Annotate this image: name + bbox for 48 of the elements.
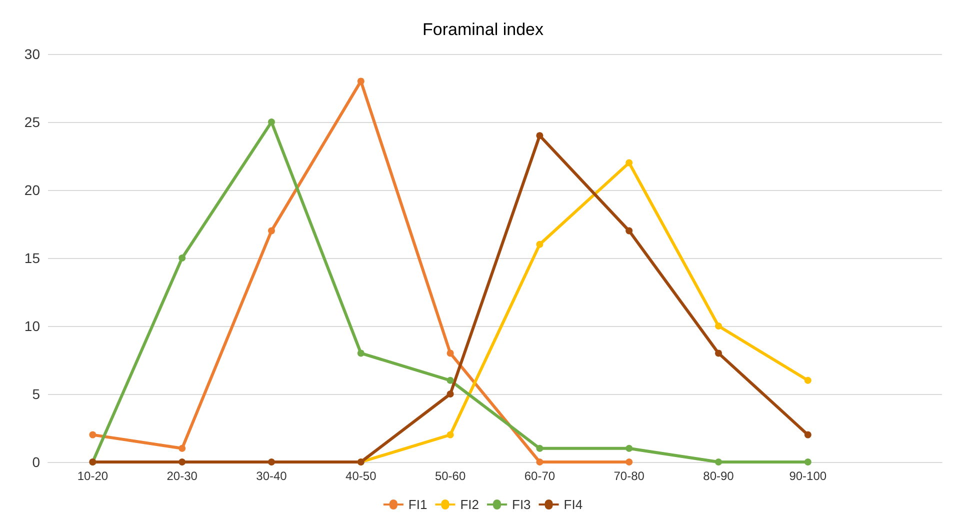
point [178,444,186,452]
point [626,458,633,466]
point [446,376,454,384]
point [268,458,275,466]
legend-label: FI4 [564,497,583,512]
point [536,458,544,466]
y-tick-label: 25 [24,114,40,130]
point [715,350,722,357]
point [536,132,544,140]
chart-title: Foraminal index [422,20,544,39]
point [178,458,186,466]
point [446,390,454,398]
point [178,254,186,262]
point [804,376,812,384]
legend-label: FI1 [408,497,428,512]
y-tick-label: 10 [24,318,40,334]
y-tick-label: 5 [32,386,40,402]
point [446,431,454,438]
point [804,458,812,466]
x-tick-label: 40-50 [346,469,377,483]
y-tick-label: 15 [24,250,40,266]
point [268,118,275,126]
point [626,159,633,166]
x-tick-label: 70-80 [614,469,645,483]
point [626,444,633,452]
x-tick-label: 10-20 [77,469,108,483]
point [715,458,722,466]
y-tick-label: 20 [24,182,40,198]
point [536,240,544,248]
y-tick-label: 0 [32,454,40,470]
x-tick-label: 20-30 [166,469,198,483]
x-tick-label: 60-70 [524,469,556,483]
point [804,431,812,438]
legend-label: FI3 [512,497,531,512]
legend-label: FI2 [460,497,480,512]
x-tick-label: 30-40 [256,469,288,483]
point [357,350,364,357]
point [89,431,96,438]
x-tick-label: 90-100 [789,469,827,483]
point [446,350,454,357]
point [268,227,275,234]
y-tick-label: 30 [24,46,40,62]
point [626,227,633,234]
point [715,322,722,330]
x-tick-label: 80-90 [703,469,734,483]
point [357,78,364,85]
x-tick-label: 50-60 [434,469,466,483]
point [536,444,544,452]
